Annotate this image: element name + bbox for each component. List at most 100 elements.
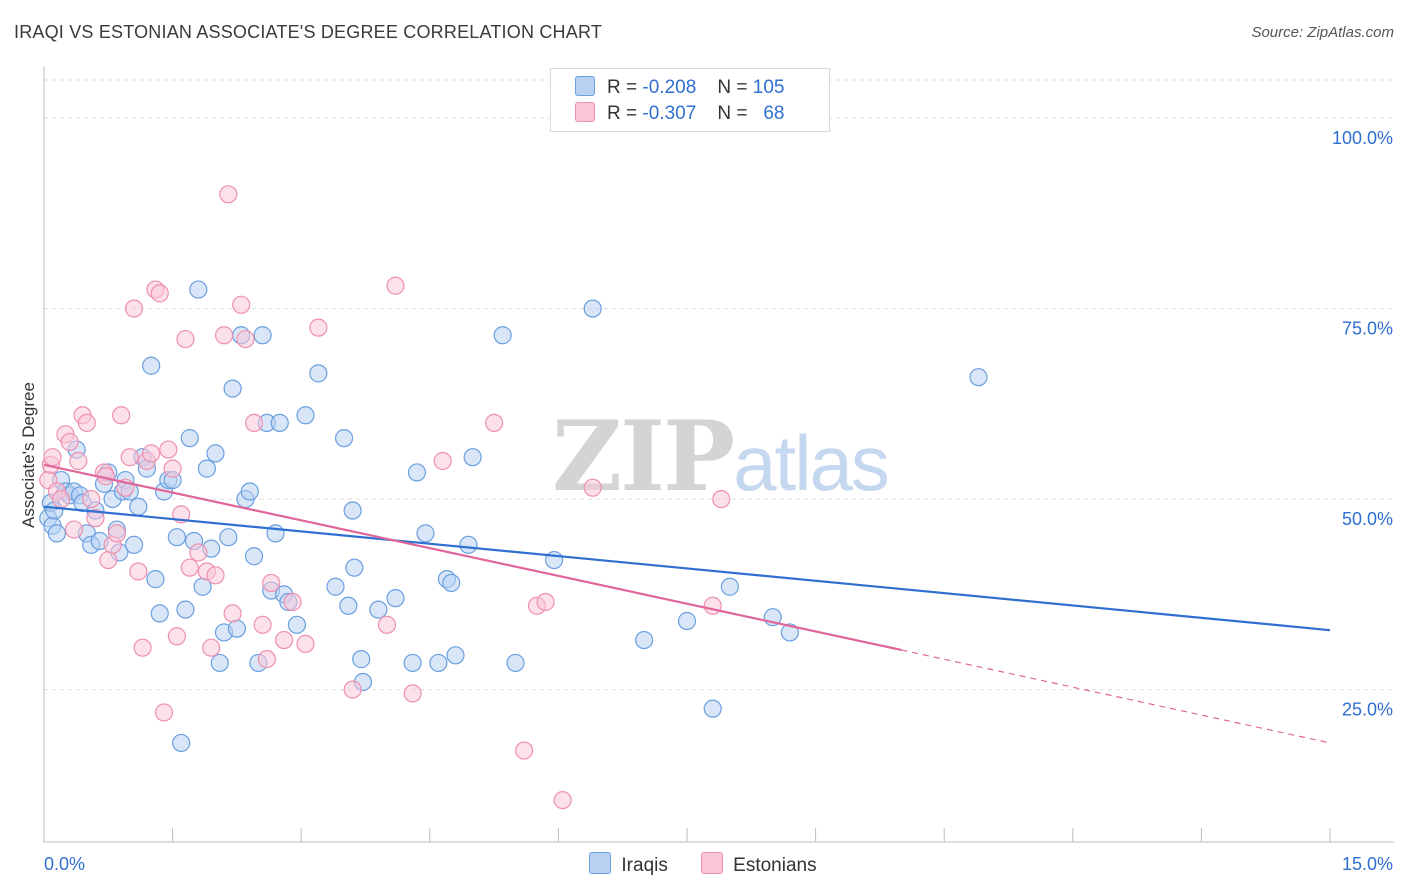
estonians-point (142, 444, 161, 463)
estonians-point (262, 573, 281, 593)
estonians-point (99, 550, 118, 570)
estonians-point (485, 413, 504, 432)
iraqis-trend-line (43, 505, 1331, 632)
estonians-swatch (575, 102, 595, 122)
estonians-point (583, 478, 602, 497)
n-value: 105 (752, 77, 785, 98)
iraqis-point (416, 524, 435, 543)
estonians-point (52, 490, 71, 509)
estonians-point (377, 615, 397, 634)
estonians-point (232, 295, 251, 314)
trend-lines (43, 463, 1331, 744)
estonians-point (133, 638, 152, 657)
iraqis-point (720, 577, 739, 596)
iraqis-point (583, 299, 602, 318)
estonians-trend-extension (901, 649, 1331, 744)
stats-legend: R = -0.208 N = 105 R = -0.307 N = 68 (550, 68, 830, 132)
estonians-point (86, 509, 105, 528)
estonians-point (120, 448, 139, 467)
estonians-point (64, 520, 84, 539)
estonians-legend-swatch (701, 852, 724, 874)
estonians-point (77, 413, 96, 432)
estonians-point (82, 490, 101, 509)
y-tick-label: 75.0% (1342, 319, 1393, 339)
estonians-point (159, 440, 178, 459)
iraqis-point (493, 326, 512, 345)
y-tick-label: 25.0% (1342, 700, 1393, 720)
estonians-point (515, 741, 534, 760)
estonians-point (536, 592, 555, 612)
estonians-point (154, 703, 174, 722)
iraqis-point (969, 368, 988, 387)
legend-item-iraqis: Iraqis (589, 852, 668, 877)
iraqis-point (386, 589, 405, 608)
estonians-point (180, 558, 199, 577)
iraqis-point (343, 501, 362, 520)
estonians-point (189, 543, 208, 562)
iraqis-point (240, 482, 259, 501)
iraqis-point (129, 497, 148, 516)
iraqis-point (429, 653, 448, 673)
estonians-point (219, 185, 238, 204)
iraqis-point (339, 596, 358, 615)
iraqis-point (270, 413, 289, 432)
n-label: N = (717, 77, 748, 98)
iraqis-point (223, 379, 242, 398)
tick-labels: 25.0% 50.0% 75.0% 100.0% 0.0% 15.0% (44, 128, 1393, 874)
estonians-point (124, 299, 144, 318)
r-value: -0.307 (642, 103, 697, 124)
y-tick-label: 100.0% (1332, 128, 1393, 148)
chart-title: IRAQI VS ESTONIAN ASSOCIATE'S DEGREE COR… (14, 22, 603, 42)
n-value: 68 (763, 103, 785, 124)
iraqis-point (189, 280, 208, 299)
estonians-trend-line (43, 463, 902, 652)
r-label: R = (607, 77, 638, 98)
iraqis-points (39, 280, 988, 753)
iraqis-point (703, 699, 722, 718)
legend-row-iraqis: R = -0.208 N = 105 (575, 76, 784, 100)
gridlines (44, 79, 1394, 691)
iraqis-point (403, 653, 422, 673)
iraqis-legend-swatch (589, 852, 612, 874)
estonians-point (553, 790, 572, 810)
estonians-point (253, 615, 272, 634)
estonians-point (129, 562, 148, 581)
estonians-points (39, 185, 731, 810)
iraqis-swatch (575, 76, 595, 96)
estonians-point (107, 524, 126, 543)
estonians-point (236, 329, 255, 349)
estonians-point (403, 684, 422, 703)
estonians-point (712, 490, 731, 509)
n-label: N = (717, 103, 748, 124)
x-tick-label-min: 0.0% (44, 854, 85, 874)
iraqis-point (442, 573, 461, 593)
iraqis-point (142, 356, 161, 375)
estonians-point (176, 329, 195, 349)
iraqis-point (150, 604, 169, 623)
axes (43, 66, 1394, 843)
watermark-zip: ZIP (552, 400, 735, 513)
estonians-point (214, 326, 234, 345)
estonians-point (386, 276, 405, 295)
iraqis-point (176, 600, 195, 619)
estonians-point (60, 432, 79, 452)
iraqis-point (369, 600, 388, 619)
iraqis-point (206, 444, 225, 463)
watermark: ZIPatlas (552, 400, 890, 513)
estonians-point (274, 630, 294, 650)
iraqis-point (146, 570, 165, 589)
watermark-atlas: atlas (733, 419, 890, 507)
iraqis-point (253, 326, 272, 345)
iraqis-point (352, 650, 371, 669)
y-axis-label: Associate's Degree (19, 382, 38, 528)
iraqis-point (219, 528, 238, 547)
iraqis-point (677, 611, 697, 631)
iraqis-point (210, 653, 229, 673)
iraqis-point (309, 364, 328, 383)
iraqis-point (635, 630, 654, 650)
iraqis-point (197, 459, 216, 478)
iraqis-point (244, 547, 264, 566)
estonians-point (296, 634, 315, 653)
series-legend: Iraqis Estonians (0, 852, 1406, 877)
